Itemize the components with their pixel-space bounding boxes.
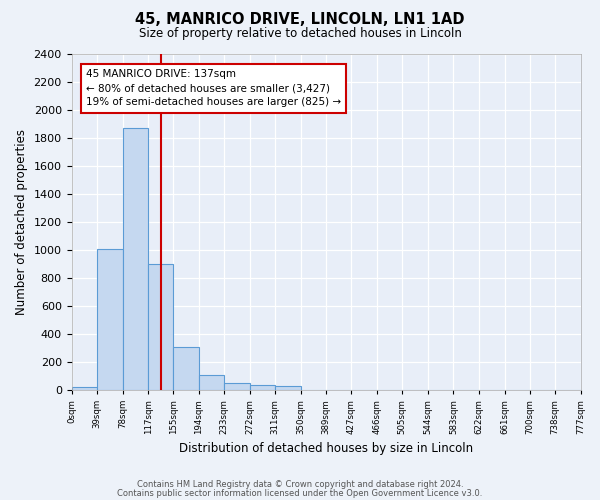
Text: 45 MANRICO DRIVE: 137sqm
← 80% of detached houses are smaller (3,427)
19% of sem: 45 MANRICO DRIVE: 137sqm ← 80% of detach…: [86, 70, 341, 108]
Bar: [275, 386, 301, 390]
Bar: [148, 264, 173, 390]
Bar: [122, 128, 148, 390]
Text: Contains public sector information licensed under the Open Government Licence v3: Contains public sector information licen…: [118, 489, 482, 498]
X-axis label: Distribution of detached houses by size in Lincoln: Distribution of detached houses by size …: [179, 442, 473, 455]
Bar: [250, 385, 275, 390]
Bar: [199, 375, 224, 390]
Bar: [71, 387, 97, 390]
Bar: [97, 249, 122, 390]
Text: Size of property relative to detached houses in Lincoln: Size of property relative to detached ho…: [139, 28, 461, 40]
Text: Contains HM Land Registry data © Crown copyright and database right 2024.: Contains HM Land Registry data © Crown c…: [137, 480, 463, 489]
Bar: [224, 383, 250, 390]
Text: 45, MANRICO DRIVE, LINCOLN, LN1 1AD: 45, MANRICO DRIVE, LINCOLN, LN1 1AD: [135, 12, 465, 28]
Y-axis label: Number of detached properties: Number of detached properties: [15, 129, 28, 315]
Bar: [173, 347, 199, 390]
